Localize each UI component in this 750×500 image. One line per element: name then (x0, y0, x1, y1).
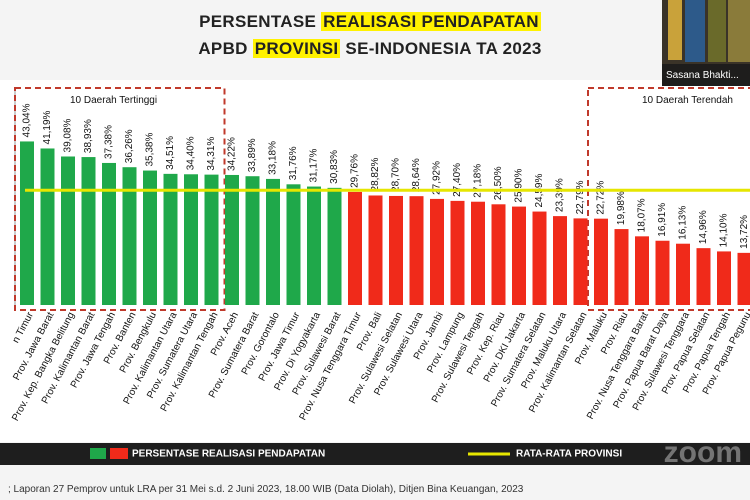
watermark: zoom (664, 436, 742, 469)
value-label: 27,40% (452, 163, 463, 197)
legend-swatch (110, 448, 128, 459)
title-part: APBD (198, 39, 253, 58)
bar (266, 178, 280, 305)
value-label: 25,90% (514, 169, 525, 203)
value-label: 34,51% (165, 136, 176, 170)
bar (348, 191, 362, 305)
value-label: 18,07% (637, 198, 648, 232)
value-label: 27,92% (432, 161, 443, 195)
bar (184, 174, 198, 305)
bar (532, 211, 547, 305)
value-label: 27,18% (473, 164, 484, 198)
value-label: 13,72% (739, 215, 750, 249)
value-label: 22,79% (575, 180, 586, 214)
value-label: 14,96% (698, 210, 709, 244)
title: PERSENTASE REALISASI PENDAPATAN APBD PROV… (120, 8, 620, 62)
bar (307, 186, 321, 305)
highlight-box (14, 87, 226, 311)
bar (286, 184, 301, 305)
bar (573, 218, 588, 305)
legend-background (0, 443, 750, 465)
annotation: 10 Daerah Terendah (642, 95, 733, 106)
bar (696, 248, 711, 305)
bar (430, 198, 444, 305)
value-label: 34,31% (206, 137, 217, 171)
value-label: 41,19% (42, 110, 53, 144)
value-label: 14,10% (719, 213, 730, 247)
bar (614, 229, 629, 305)
bar (61, 156, 75, 305)
legend-swatch (90, 448, 106, 459)
bar (20, 141, 34, 305)
flag (708, 0, 726, 62)
value-label: 16,13% (678, 206, 689, 240)
bar (635, 236, 649, 305)
value-label: 28,64% (411, 158, 422, 192)
value-label: 29,76% (350, 154, 361, 188)
value-label: 38,93% (83, 119, 94, 153)
value-label: 19,98% (616, 191, 627, 225)
bar (512, 206, 526, 305)
value-label: 35,38% (145, 133, 156, 167)
flag (728, 0, 750, 62)
caption-background (662, 64, 750, 86)
bar (163, 173, 178, 305)
legend-label: RATA-RATA PROVINSI (516, 449, 622, 460)
highlight-box (587, 87, 750, 311)
bar (81, 157, 96, 305)
value-label: 39,08% (63, 118, 74, 152)
value-label: 28,70% (391, 158, 402, 192)
bar (368, 195, 383, 305)
bar (327, 187, 342, 305)
source-note: ; Laporan 27 Pemprov untuk LRA per 31 Me… (8, 484, 524, 495)
flag (685, 0, 705, 62)
value-label: 37,38% (104, 125, 115, 159)
value-label: 34,22% (227, 137, 238, 171)
value-label: 34,40% (186, 136, 197, 170)
value-label: 16,91% (657, 203, 668, 237)
bar (676, 243, 690, 305)
bar (122, 167, 137, 305)
value-label: 31,17% (309, 149, 320, 183)
value-label: 33,18% (268, 141, 279, 175)
title-part: REALISASI PENDAPATAN (321, 12, 541, 31)
value-label: 30,83% (329, 150, 340, 184)
video-caption: Sasana Bhakti... (666, 70, 739, 81)
title-part: SE-INDONESIA TA 2023 (340, 39, 542, 58)
bar (245, 176, 260, 305)
annotation: 10 Daerah Tertinggi (70, 95, 157, 106)
title-line: PERSENTASE REALISASI PENDAPATAN (120, 8, 620, 35)
legend-label: PERSENTASE REALISASI PENDAPATAN (132, 449, 325, 460)
bar (471, 201, 485, 305)
bar (717, 251, 731, 305)
bar (40, 148, 55, 305)
bar (655, 240, 670, 305)
value-label: 33,89% (247, 138, 258, 172)
value-label: 36,26% (124, 129, 135, 163)
bar (491, 204, 506, 305)
bar (225, 174, 239, 305)
bar (409, 196, 424, 305)
flag (668, 0, 682, 60)
bar (594, 218, 608, 305)
bar (737, 252, 750, 305)
value-label: 43,04% (22, 103, 33, 137)
title-part: PERSENTASE (199, 12, 322, 31)
title-line: APBD PROVINSI SE-INDONESIA TA 2023 (120, 35, 620, 62)
bar (204, 174, 219, 305)
bar (389, 195, 403, 305)
bar (553, 216, 567, 305)
bar (143, 170, 157, 305)
bar (102, 162, 116, 305)
value-label: 22,72% (596, 181, 607, 215)
title-part: PROVINSI (252, 39, 341, 58)
value-label: 26,50% (493, 166, 504, 200)
bar (450, 200, 465, 305)
value-label: 23,39% (555, 178, 566, 212)
value-label: 28,82% (370, 157, 381, 191)
value-label: 31,76% (288, 146, 299, 180)
